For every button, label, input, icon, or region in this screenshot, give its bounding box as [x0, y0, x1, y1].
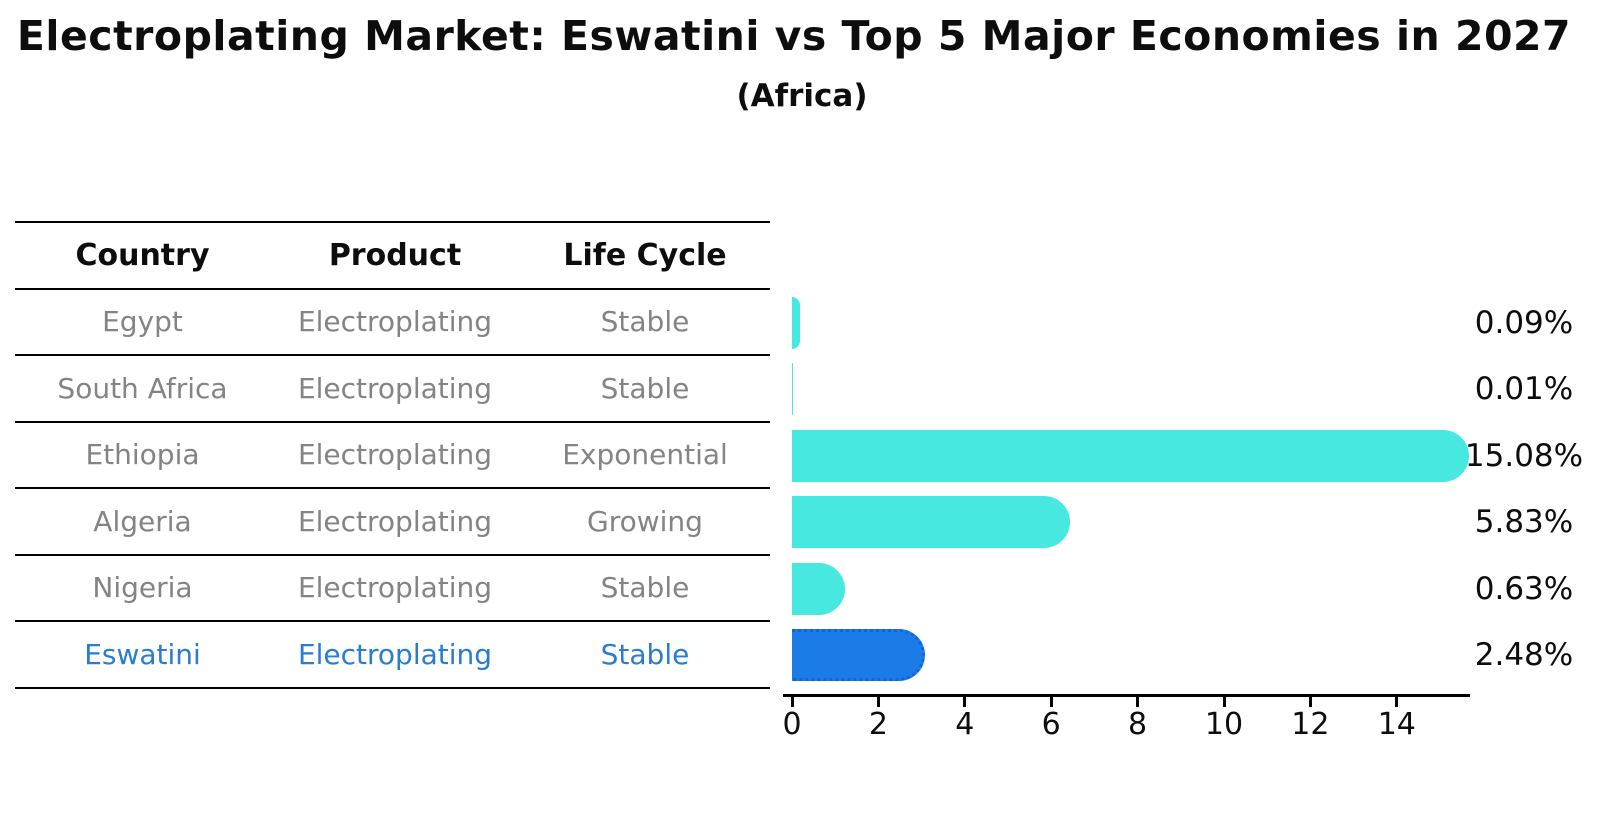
x-axis-tick-label: 10: [1204, 707, 1244, 742]
bar-value-label: 0.09%: [1474, 305, 1574, 341]
bar-value-label: 2.48%: [1474, 637, 1574, 673]
table-cell-product: Electroplating: [297, 571, 493, 605]
table-row-south-africa: South Africa Electroplating Stable: [15, 356, 770, 423]
x-axis-tick-label: 8: [1128, 707, 1148, 742]
table-cell-country: South Africa: [57, 371, 228, 405]
bar-value-label: 15.08%: [1464, 437, 1584, 474]
x-axis-tick: [1049, 697, 1053, 707]
x-axis-tick: [1395, 697, 1399, 707]
bar-value-label: 0.01%: [1474, 371, 1574, 408]
table-cell-product: Electroplating: [297, 637, 493, 671]
table-cell-product: Electroplating: [297, 504, 493, 538]
x-axis-tick: [1308, 697, 1312, 707]
chart-subtitle: (Africa): [736, 78, 868, 114]
summary-table: Country Product Life Cycle Egypt Electrop…: [15, 221, 770, 689]
bar-egypt: [792, 297, 800, 349]
bar-value-label: 5.83%: [1474, 504, 1574, 541]
x-axis-tick: [876, 697, 880, 707]
x-axis-tick-label: 12: [1291, 707, 1330, 742]
table-cell-country: Eswatini: [84, 637, 201, 671]
x-axis-tick-label: 6: [1041, 707, 1061, 742]
x-axis-tick: [790, 697, 794, 707]
x-axis-tick-label: 2: [868, 707, 888, 742]
x-axis-tick-label: 4: [955, 707, 975, 742]
table-body: Egypt Electroplating Stable South Africa Ele…: [15, 290, 770, 689]
bar-value-label: 0.63%: [1474, 570, 1574, 607]
table-row-egypt: Egypt Electroplating Stable: [15, 290, 770, 356]
table-header-life-cycle: Life Cycle: [563, 237, 727, 273]
table-cell-country: Algeria: [93, 504, 192, 538]
table-header-country: Country: [75, 237, 210, 273]
bar-south-africa: [792, 363, 794, 416]
x-axis-tick: [1136, 697, 1140, 707]
bar-algeria: [792, 496, 1070, 549]
table-cell-product: Electroplating: [297, 371, 493, 405]
bar-ethiopia: [792, 429, 1470, 482]
table-row-eswatini: Eswatini Electroplating Stable: [15, 622, 770, 689]
chart-title: Electroplating Market: Eswatini vs Top 5…: [16, 12, 1572, 60]
table-cell-product: Electroplating: [297, 438, 493, 472]
x-axis-tick: [1222, 697, 1226, 707]
x-axis-tick-label: 0: [782, 707, 802, 742]
table-cell-life-cycle: Exponential: [562, 438, 728, 472]
table-header-row: Country Product Life Cycle: [15, 223, 770, 290]
table-cell-life-cycle: Stable: [600, 371, 690, 405]
table-cell-country: Ethiopia: [85, 438, 200, 472]
x-axis-line: [783, 694, 1470, 697]
table-cell-life-cycle: Stable: [600, 305, 690, 339]
x-axis-tick-label: 14: [1377, 707, 1416, 742]
x-axis-tick: [963, 697, 967, 707]
table-row-nigeria: Nigeria Electroplating Stable: [15, 556, 770, 622]
table-header-product: Product: [328, 237, 462, 273]
highlight-bar-eswatini: [792, 629, 926, 681]
table-cell-country: Nigeria: [92, 571, 193, 605]
bar-nigeria: [792, 562, 846, 615]
table-cell-country: Egypt: [102, 305, 183, 339]
table-cell-product: Electroplating: [297, 305, 493, 339]
table-cell-life-cycle: Stable: [600, 571, 690, 605]
table-row-algeria: Algeria Electroplating Growing: [15, 489, 770, 556]
table-cell-life-cycle: Stable: [600, 637, 690, 671]
table-row-ethiopia: Ethiopia Electroplating Exponential: [15, 423, 770, 489]
table-cell-life-cycle: Growing: [587, 504, 703, 538]
